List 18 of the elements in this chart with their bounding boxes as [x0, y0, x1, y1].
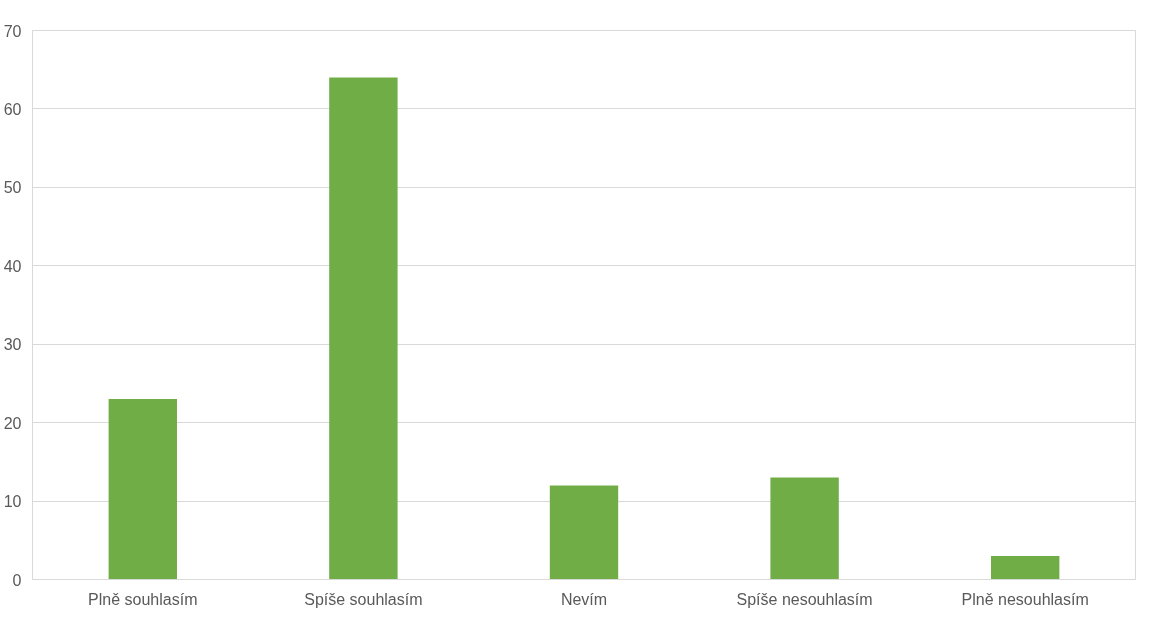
- x-tick-label: Plně nesouhlasím: [961, 590, 1089, 608]
- x-tick-label: Spíše nesouhlasím: [736, 590, 873, 608]
- y-tick-label: 20: [3, 414, 22, 432]
- bar: [770, 477, 839, 580]
- x-tick-label: Plně souhlasím: [88, 590, 198, 608]
- y-tick-label: 70: [3, 22, 22, 40]
- x-tick-label: Nevím: [560, 590, 608, 608]
- y-tick-label: 50: [3, 179, 22, 197]
- y-tick-label: 10: [3, 493, 22, 511]
- y-tick-label: 0: [12, 571, 22, 589]
- x-tick-label: Spíše souhlasím: [304, 590, 423, 608]
- y-tick-label: 60: [3, 100, 22, 118]
- bar: [549, 485, 619, 580]
- bar: [329, 77, 398, 580]
- y-tick-label: 30: [3, 336, 22, 354]
- y-tick-label: 40: [3, 257, 22, 275]
- bar: [108, 399, 177, 580]
- bar: [991, 555, 1060, 580]
